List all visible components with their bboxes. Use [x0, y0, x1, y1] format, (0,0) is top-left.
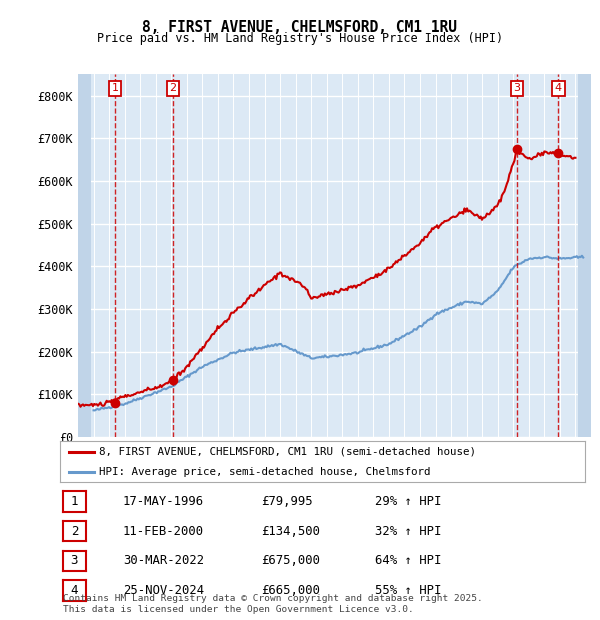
Text: Contains HM Land Registry data © Crown copyright and database right 2025.
This d: Contains HM Land Registry data © Crown c…: [63, 595, 483, 614]
Text: 30-MAR-2022: 30-MAR-2022: [123, 554, 204, 567]
Text: 2: 2: [71, 525, 78, 538]
Text: 17-MAY-1996: 17-MAY-1996: [123, 495, 204, 508]
Text: £665,000: £665,000: [261, 584, 320, 597]
Bar: [78, 74, 91, 437]
Text: 64% ↑ HPI: 64% ↑ HPI: [375, 554, 442, 567]
Text: £675,000: £675,000: [261, 554, 320, 567]
Text: Price paid vs. HM Land Registry's House Price Index (HPI): Price paid vs. HM Land Registry's House …: [97, 32, 503, 45]
Text: 2: 2: [170, 84, 177, 94]
Text: £134,500: £134,500: [261, 525, 320, 538]
Text: 55% ↑ HPI: 55% ↑ HPI: [375, 584, 442, 597]
Bar: [578, 74, 591, 437]
Text: 3: 3: [71, 554, 78, 567]
Text: £79,995: £79,995: [261, 495, 313, 508]
Text: 32% ↑ HPI: 32% ↑ HPI: [375, 525, 442, 538]
Text: 8, FIRST AVENUE, CHELMSFORD, CM1 1RU (semi-detached house): 8, FIRST AVENUE, CHELMSFORD, CM1 1RU (se…: [100, 446, 476, 457]
Text: 3: 3: [514, 84, 521, 94]
Text: 1: 1: [71, 495, 78, 508]
Text: 25-NOV-2024: 25-NOV-2024: [123, 584, 204, 597]
Text: 4: 4: [71, 584, 78, 597]
Text: 1: 1: [112, 84, 118, 94]
Text: 29% ↑ HPI: 29% ↑ HPI: [375, 495, 442, 508]
Text: 4: 4: [555, 84, 562, 94]
Text: 11-FEB-2000: 11-FEB-2000: [123, 525, 204, 538]
Text: HPI: Average price, semi-detached house, Chelmsford: HPI: Average price, semi-detached house,…: [100, 467, 431, 477]
Text: 8, FIRST AVENUE, CHELMSFORD, CM1 1RU: 8, FIRST AVENUE, CHELMSFORD, CM1 1RU: [143, 20, 458, 35]
